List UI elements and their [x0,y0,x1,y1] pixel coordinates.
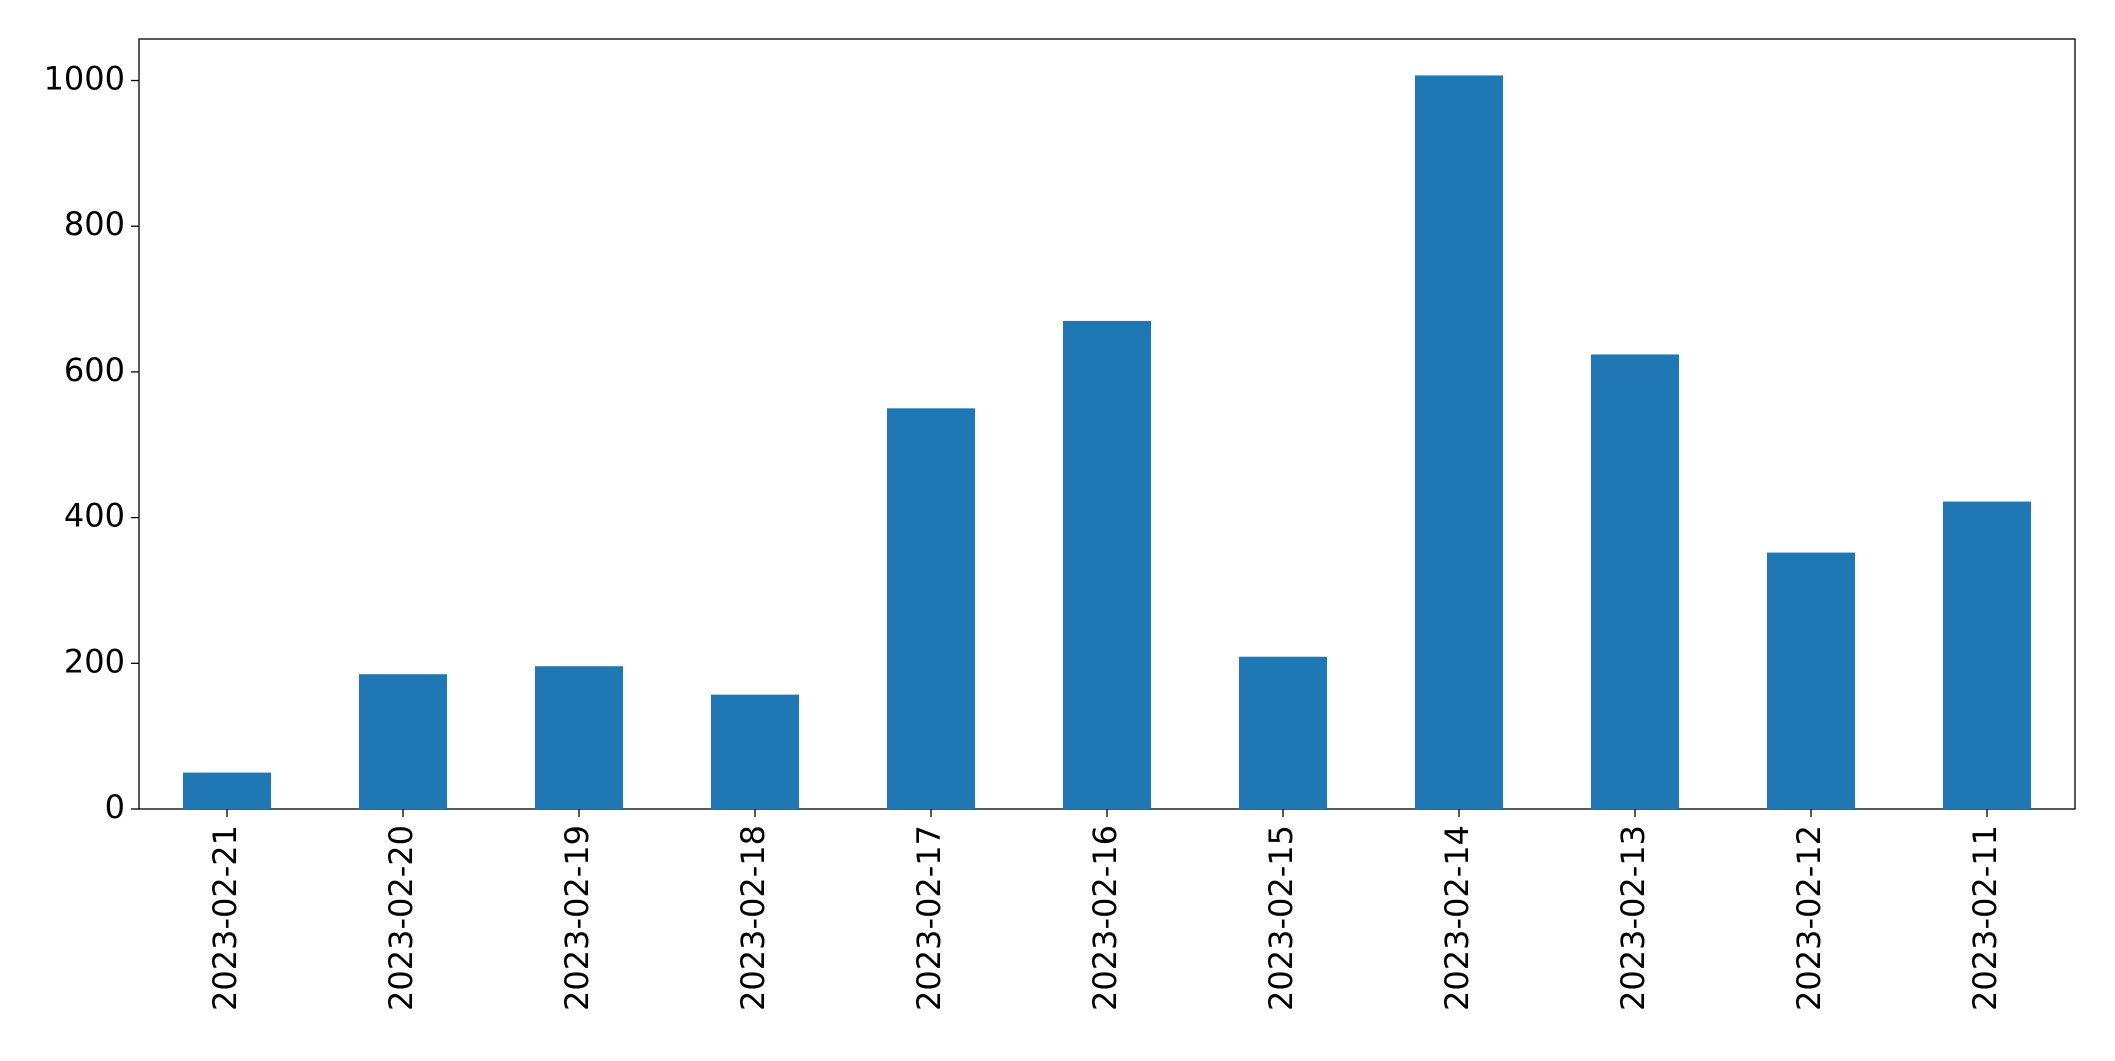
bar [183,772,271,809]
x-tick-label: 2023-02-18 [734,825,772,1011]
bar [1415,75,1503,810]
bar [1767,552,1855,809]
x-tick-label: 2023-02-15 [1262,825,1300,1011]
bar [1239,656,1327,809]
bar [359,674,447,809]
x-tick-label: 2023-02-14 [1438,825,1476,1011]
y-tick-label: 600 [64,351,125,389]
bar [535,666,623,809]
y-tick-label: 200 [64,642,125,680]
x-tick-label: 2023-02-16 [1086,825,1124,1011]
bar [1591,354,1679,809]
y-tick-label: 400 [64,497,125,535]
bar [887,408,975,809]
bar [711,694,799,809]
bar [1943,501,2031,809]
y-tick-label: 1000 [44,60,125,98]
x-tick-label: 2023-02-19 [558,825,596,1011]
x-tick-label: 2023-02-13 [1614,825,1652,1011]
x-tick-label: 2023-02-17 [910,825,948,1011]
x-tick-label: 2023-02-11 [1966,825,2004,1011]
y-tick-label: 0 [105,788,125,826]
x-tick-label: 2023-02-12 [1790,825,1828,1011]
x-tick-label: 2023-02-21 [206,825,244,1011]
y-tick-label: 800 [64,205,125,243]
bar [1063,320,1151,809]
x-tick-label: 2023-02-20 [382,825,420,1011]
